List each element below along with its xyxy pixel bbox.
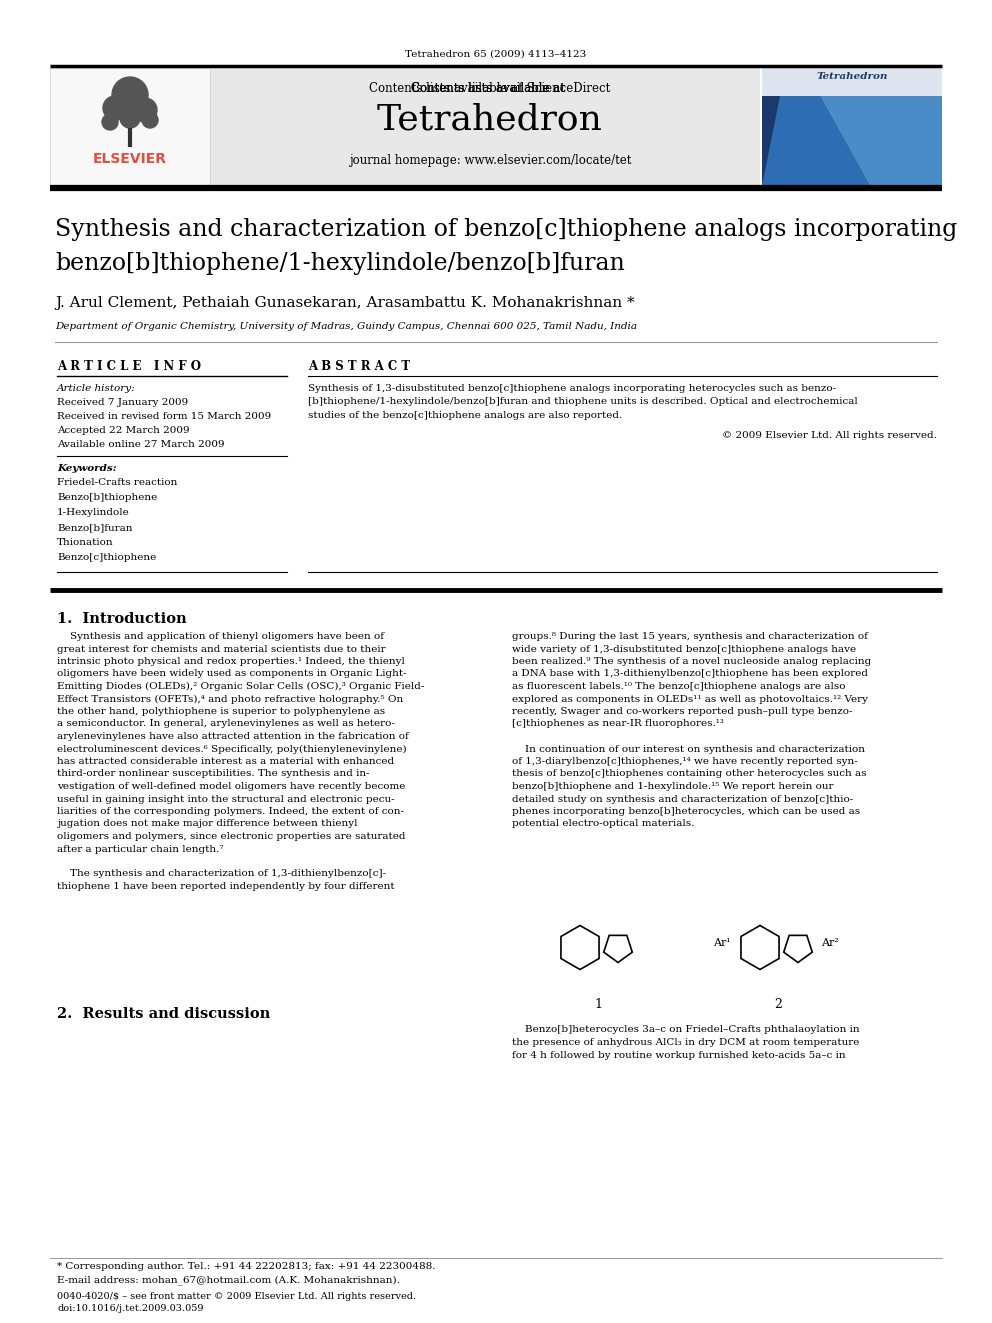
Text: wide variety of 1,3-disubstituted benzo[c]thiophene analogs have: wide variety of 1,3-disubstituted benzo[…	[512, 644, 856, 654]
Text: E-mail address: mohan_67@hotmail.com (A.K. Mohanakrishnan).: E-mail address: mohan_67@hotmail.com (A.…	[57, 1275, 400, 1285]
Text: Contents lists available at: Contents lists available at	[412, 82, 568, 95]
Text: Synthesis and characterization of benzo[c]thiophene analogs incorporating: Synthesis and characterization of benzo[…	[55, 218, 957, 241]
Text: jugation does not make major difference between thienyl: jugation does not make major difference …	[57, 819, 357, 828]
Text: potential electro-optical materials.: potential electro-optical materials.	[512, 819, 694, 828]
Text: J. Arul Clement, Pethaiah Gunasekaran, Arasambattu K. Mohanakrishnan *: J. Arul Clement, Pethaiah Gunasekaran, A…	[55, 296, 635, 310]
Circle shape	[112, 77, 148, 112]
Text: Contents lists available at ScienceDirect: Contents lists available at ScienceDirec…	[369, 82, 611, 95]
Text: third-order nonlinear susceptibilities. The synthesis and in-: third-order nonlinear susceptibilities. …	[57, 770, 370, 778]
Text: the other hand, polythiophene is superior to polyphenylene as: the other hand, polythiophene is superio…	[57, 706, 385, 716]
Text: phenes incorporating benzo[b]heterocycles, which can be used as: phenes incorporating benzo[b]heterocycle…	[512, 807, 860, 816]
Text: 0040-4020/$ – see front matter © 2009 Elsevier Ltd. All rights reserved.: 0040-4020/$ – see front matter © 2009 El…	[57, 1293, 416, 1301]
Text: useful in gaining insight into the structural and electronic pecu-: useful in gaining insight into the struc…	[57, 795, 395, 803]
Text: Keywords:: Keywords:	[57, 464, 117, 474]
Text: Friedel-Crafts reaction: Friedel-Crafts reaction	[57, 478, 178, 487]
Text: as fluorescent labels.¹⁰ The benzo[c]thiophene analogs are also: as fluorescent labels.¹⁰ The benzo[c]thi…	[512, 681, 845, 691]
Circle shape	[142, 112, 158, 128]
FancyBboxPatch shape	[50, 67, 210, 187]
Text: benzo[b]thiophene and 1-hexylindole.¹⁵ We report herein our: benzo[b]thiophene and 1-hexylindole.¹⁵ W…	[512, 782, 833, 791]
Text: ELSEVIER: ELSEVIER	[93, 152, 167, 165]
Polygon shape	[762, 97, 870, 187]
Text: 1-Hexylindole: 1-Hexylindole	[57, 508, 130, 517]
Text: for 4 h followed by routine workup furnished keto-acids 5a–c in: for 4 h followed by routine workup furni…	[512, 1050, 845, 1060]
Text: been realized.⁹ The synthesis of a novel nucleoside analog replacing: been realized.⁹ The synthesis of a novel…	[512, 658, 871, 665]
Text: In continuation of our interest on synthesis and characterization: In continuation of our interest on synth…	[512, 745, 865, 754]
Text: Department of Organic Chemistry, University of Madras, Guindy Campus, Chennai 60: Department of Organic Chemistry, Univers…	[55, 321, 637, 331]
Text: Thionation: Thionation	[57, 538, 114, 546]
Text: Benzo[c]thiophene: Benzo[c]thiophene	[57, 553, 157, 562]
Text: of 1,3-diarylbenzo[c]thiophenes,¹⁴ we have recently reported syn-: of 1,3-diarylbenzo[c]thiophenes,¹⁴ we ha…	[512, 757, 858, 766]
Text: Ar²: Ar²	[821, 938, 839, 947]
Text: vestigation of well-defined model oligomers have recently become: vestigation of well-defined model oligom…	[57, 782, 406, 791]
Text: oligomers and polymers, since electronic properties are saturated: oligomers and polymers, since electronic…	[57, 832, 406, 841]
Text: doi:10.1016/j.tet.2009.03.059: doi:10.1016/j.tet.2009.03.059	[57, 1304, 203, 1312]
Text: Benzo[b]heterocycles 3a–c on Friedel–Crafts phthalaoylation in: Benzo[b]heterocycles 3a–c on Friedel–Cra…	[512, 1025, 860, 1035]
Circle shape	[120, 108, 140, 128]
Text: Tetrahedron: Tetrahedron	[816, 71, 888, 81]
Text: journal homepage: www.elsevier.com/locate/tet: journal homepage: www.elsevier.com/locat…	[349, 153, 631, 167]
Text: arylenevinylenes have also attracted attention in the fabrication of: arylenevinylenes have also attracted att…	[57, 732, 409, 741]
Text: Benzo[b]thiophene: Benzo[b]thiophene	[57, 493, 158, 501]
FancyBboxPatch shape	[762, 67, 942, 97]
Text: electroluminescent devices.⁶ Specifically, poly(thienylenevinylene): electroluminescent devices.⁶ Specificall…	[57, 745, 407, 754]
Circle shape	[102, 114, 118, 130]
Text: Effect Transistors (OFETs),⁴ and photo refractive holography.⁵ On: Effect Transistors (OFETs),⁴ and photo r…	[57, 695, 404, 704]
Circle shape	[103, 97, 127, 120]
Polygon shape	[820, 97, 942, 187]
Text: The synthesis and characterization of 1,3-dithienylbenzo[c]-: The synthesis and characterization of 1,…	[57, 869, 386, 878]
Text: * Corresponding author. Tel.: +91 44 22202813; fax: +91 44 22300488.: * Corresponding author. Tel.: +91 44 222…	[57, 1262, 435, 1271]
Text: Synthesis of 1,3-disubstituted benzo[c]thiophene analogs incorporating heterocyc: Synthesis of 1,3-disubstituted benzo[c]t…	[308, 384, 836, 393]
Text: 2: 2	[774, 998, 782, 1011]
Text: Available online 27 March 2009: Available online 27 March 2009	[57, 441, 224, 448]
Text: studies of the benzo[c]thiophene analogs are also reported.: studies of the benzo[c]thiophene analogs…	[308, 411, 622, 419]
Text: Accepted 22 March 2009: Accepted 22 March 2009	[57, 426, 189, 435]
Text: A R T I C L E   I N F O: A R T I C L E I N F O	[57, 360, 201, 373]
Text: 1: 1	[594, 998, 602, 1011]
Text: a semiconductor. In general, arylenevinylenes as well as hetero-: a semiconductor. In general, aryleneviny…	[57, 720, 395, 729]
Text: the presence of anhydrous AlCl₃ in dry DCM at room temperature: the presence of anhydrous AlCl₃ in dry D…	[512, 1039, 859, 1046]
Text: explored as components in OLEDs¹¹ as well as photovoltaics.¹² Very: explored as components in OLEDs¹¹ as wel…	[512, 695, 868, 704]
Text: intrinsic photo physical and redox properties.¹ Indeed, the thienyl: intrinsic photo physical and redox prope…	[57, 658, 405, 665]
Text: A B S T R A C T: A B S T R A C T	[308, 360, 410, 373]
Text: Received in revised form 15 March 2009: Received in revised form 15 March 2009	[57, 411, 271, 421]
Text: a DNA base with 1,3-dithienylbenzo[c]thiophene has been explored: a DNA base with 1,3-dithienylbenzo[c]thi…	[512, 669, 868, 679]
Text: © 2009 Elsevier Ltd. All rights reserved.: © 2009 Elsevier Ltd. All rights reserved…	[722, 430, 937, 439]
Text: Emitting Diodes (OLEDs),² Organic Solar Cells (OSC),³ Organic Field-: Emitting Diodes (OLEDs),² Organic Solar …	[57, 681, 425, 691]
Text: Received 7 January 2009: Received 7 January 2009	[57, 398, 188, 407]
Text: thiophene 1 have been reported independently by four different: thiophene 1 have been reported independe…	[57, 882, 395, 890]
Text: great interest for chemists and material scientists due to their: great interest for chemists and material…	[57, 644, 386, 654]
Text: detailed study on synthesis and characterization of benzo[c]thio-: detailed study on synthesis and characte…	[512, 795, 853, 803]
Text: [c]thiophenes as near-IR fluorophores.¹³: [c]thiophenes as near-IR fluorophores.¹³	[512, 720, 724, 729]
Text: thesis of benzo[c]thiophenes containing other heterocycles such as: thesis of benzo[c]thiophenes containing …	[512, 770, 866, 778]
Circle shape	[133, 98, 157, 122]
Text: Contents lists available at: Contents lists available at	[412, 82, 568, 95]
Text: Synthesis and application of thienyl oligomers have been of: Synthesis and application of thienyl oli…	[57, 632, 384, 642]
Text: liarities of the corresponding polymers. Indeed, the extent of con-: liarities of the corresponding polymers.…	[57, 807, 404, 816]
FancyBboxPatch shape	[762, 67, 942, 187]
Text: groups.⁸ During the last 15 years, synthesis and characterization of: groups.⁸ During the last 15 years, synth…	[512, 632, 868, 642]
Text: oligomers have been widely used as components in Organic Light-: oligomers have been widely used as compo…	[57, 669, 407, 679]
Text: [b]thiophene/1-hexylindole/benzo[b]furan and thiophene units is described. Optic: [b]thiophene/1-hexylindole/benzo[b]furan…	[308, 397, 858, 406]
Text: has attracted considerable interest as a material with enhanced: has attracted considerable interest as a…	[57, 757, 394, 766]
Text: Ar¹: Ar¹	[713, 938, 731, 947]
Text: Article history:: Article history:	[57, 384, 136, 393]
Text: Tetrahedron: Tetrahedron	[377, 103, 603, 138]
Text: Tetrahedron 65 (2009) 4113–4123: Tetrahedron 65 (2009) 4113–4123	[406, 50, 586, 60]
Text: 2.  Results and discussion: 2. Results and discussion	[57, 1008, 270, 1021]
Text: 1.  Introduction: 1. Introduction	[57, 613, 186, 626]
Text: after a particular chain length.⁷: after a particular chain length.⁷	[57, 844, 223, 853]
Text: benzo[b]thiophene/1-hexylindole/benzo[b]furan: benzo[b]thiophene/1-hexylindole/benzo[b]…	[55, 251, 625, 275]
Text: Benzo[b]furan: Benzo[b]furan	[57, 523, 133, 532]
Text: recently, Swager and co-workers reported push–pull type benzo-: recently, Swager and co-workers reported…	[512, 706, 852, 716]
FancyBboxPatch shape	[210, 67, 760, 187]
